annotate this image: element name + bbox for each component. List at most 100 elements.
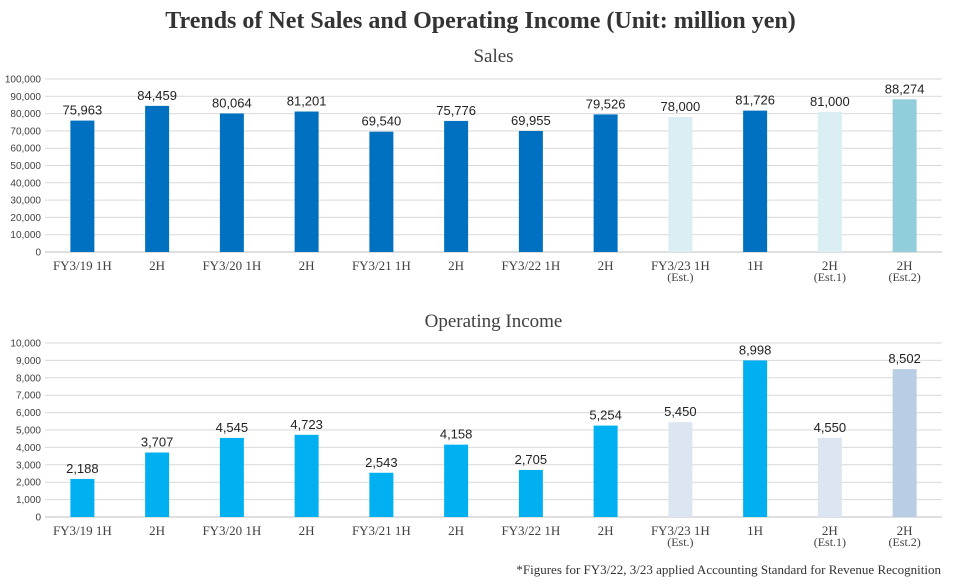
sales-bar (145, 105, 170, 253)
operating-income-x-tick-sublabel: (Est.2) (888, 535, 920, 549)
operating-income-x-tick-label: FY3/22 1H (501, 523, 560, 538)
sales-y-tick-label: 40,000 (10, 178, 41, 189)
operating-income-bar (593, 425, 618, 517)
operating-income-data-label: 4,158 (440, 427, 473, 442)
operating-income-bar (518, 469, 543, 517)
operating-income-x-tick-label: 2H (897, 523, 913, 538)
sales-bar (294, 111, 319, 252)
operating-income-x-tick-label: FY3/19 1H (53, 523, 112, 538)
operating-income-y-tick-label: 9,000 (16, 356, 41, 367)
sales-x-tick-label: 2H (822, 258, 838, 273)
sales-x-tick-sublabel: (Est.2) (888, 270, 920, 284)
sales-data-label: 78,000 (660, 99, 700, 114)
sales-bar (219, 113, 244, 252)
sales-x-tick-label: 2H (598, 258, 614, 273)
sales-x-tick-sublabel: (Est.) (667, 270, 693, 284)
sales-y-tick-label: 10,000 (10, 230, 41, 241)
operating-income-bar (219, 437, 244, 517)
sales-y-tick-label: 70,000 (10, 126, 41, 137)
operating-income-x-tick-label: 2H (299, 523, 315, 538)
operating-income-data-label: 2,188 (66, 461, 99, 476)
sales-y-tick-label: 80,000 (10, 109, 41, 120)
operating-income-chart-title: Operating Income (425, 311, 563, 332)
operating-income-data-label: 4,550 (814, 420, 847, 435)
operating-income-data-label: 2,543 (365, 455, 398, 470)
sales-data-label: 69,955 (511, 113, 551, 128)
sales-data-label: 81,726 (735, 93, 775, 108)
operating-income-x-tick-label: 2H (598, 523, 614, 538)
operating-income-x-tick-label: 2H (149, 523, 165, 538)
operating-income-y-tick-label: 10,000 (10, 339, 41, 350)
sales-x-tick-label: FY3/23 1H (651, 258, 710, 273)
operating-income-y-tick-label: 5,000 (16, 426, 41, 437)
page-title: Trends of Net Sales and Operating Income… (165, 8, 796, 34)
operating-income-bar (70, 478, 95, 517)
operating-income-x-tick-sublabel: (Est.1) (814, 535, 846, 549)
sales-bar (892, 99, 917, 252)
operating-income-y-tick-label: 3,000 (16, 460, 41, 471)
operating-income-data-label: 3,707 (141, 434, 174, 449)
sales-bar (593, 114, 618, 253)
operating-income-data-label: 5,450 (664, 404, 697, 419)
sales-bar (369, 131, 394, 252)
operating-income-bar (444, 444, 469, 517)
sales-data-label: 75,776 (436, 103, 476, 118)
sales-x-tick-label: 2H (299, 258, 315, 273)
sales-x-tick-sublabel: (Est.1) (814, 270, 846, 284)
sales-y-tick-label: 20,000 (10, 213, 41, 224)
sales-data-label: 69,540 (361, 114, 401, 129)
sales-y-tick-label: 30,000 (10, 196, 41, 207)
operating-income-bar (668, 422, 693, 517)
sales-chart-title: Sales (473, 46, 513, 67)
operating-income-bar (817, 437, 842, 517)
sales-data-label: 79,526 (586, 96, 626, 111)
sales-y-tick-label: 50,000 (10, 161, 41, 172)
operating-income-y-tick-label: 1,000 (16, 495, 41, 506)
sales-bar (817, 111, 842, 253)
sales-x-tick-label: FY3/21 1H (352, 258, 411, 273)
sales-data-label: 81,201 (287, 94, 327, 109)
footnote: *Figures for FY3/22, 3/23 applied Accoun… (516, 562, 941, 577)
sales-data-label: 81,000 (810, 94, 850, 109)
operating-income-y-tick-label: 6,000 (16, 408, 41, 419)
operating-income-y-tick-label: 8,000 (16, 373, 41, 384)
sales-bar (668, 117, 693, 252)
operating-income-bar (294, 434, 319, 517)
sales-x-tick-label: FY3/19 1H (53, 258, 112, 273)
sales-bar (518, 130, 543, 252)
sales-y-tick-label: 90,000 (10, 92, 41, 103)
operating-income-data-label: 8,502 (888, 351, 921, 366)
operating-income-bar (369, 472, 394, 517)
operating-income-y-tick-label: 7,000 (16, 391, 41, 402)
sales-x-tick-label: 2H (448, 258, 464, 273)
operating-income-x-tick-label: 1H (747, 523, 763, 538)
sales-data-label: 88,274 (885, 81, 925, 96)
sales-chart: Sales 0 10,000 20,000 30,000 40,000 50,000 60,0… (5, 46, 942, 284)
operating-income-bar (892, 369, 917, 517)
operating-income-x-tick-sublabel: (Est.) (667, 535, 693, 549)
operating-income-x-tick-label: 2H (448, 523, 464, 538)
operating-income-data-label: 2,705 (515, 452, 548, 467)
sales-data-label: 80,064 (212, 95, 252, 110)
sales-bar (444, 120, 469, 252)
sales-x-tick-label: 2H (149, 258, 165, 273)
operating-income-data-label: 8,998 (739, 342, 772, 357)
operating-income-x-tick-label: FY3/23 1H (651, 523, 710, 538)
sales-y-tick-label: 100,000 (5, 75, 42, 86)
sales-y-tick-label: 0 (35, 248, 41, 259)
sales-data-label: 75,963 (62, 103, 102, 118)
sales-bar (70, 120, 95, 252)
operating-income-y-tick-label: 4,000 (16, 443, 41, 454)
operating-income-x-tick-label: FY3/20 1H (202, 523, 261, 538)
operating-income-y-tick-label: 2,000 (16, 478, 41, 489)
operating-income-x-tick-label: 2H (822, 523, 838, 538)
sales-data-label: 84,459 (137, 88, 177, 103)
operating-income-y-tick-label: 0 (35, 513, 41, 524)
operating-income-data-label: 5,254 (589, 408, 622, 423)
operating-income-x-tick-label: FY3/21 1H (352, 523, 411, 538)
sales-x-tick-label: FY3/22 1H (501, 258, 560, 273)
sales-x-tick-label: FY3/20 1H (202, 258, 261, 273)
sales-bar (743, 110, 768, 253)
operating-income-data-label: 4,723 (290, 417, 323, 432)
